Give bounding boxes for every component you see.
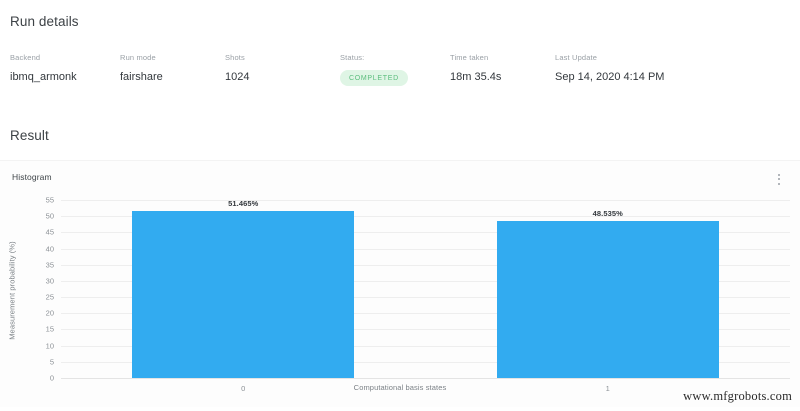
histogram-bar[interactable] (496, 220, 719, 378)
y-axis-tick-label: 0 (49, 373, 54, 383)
y-axis-tick-label: 20 (45, 308, 54, 318)
y-axis-tick-label: 10 (45, 341, 54, 351)
y-axis-tick-label: 30 (45, 276, 54, 286)
gridline (61, 200, 790, 201)
meta-label-run-mode: Run mode (120, 53, 156, 62)
gridline (61, 232, 790, 234)
gridline (61, 248, 790, 250)
meta-label-backend: Backend (10, 53, 41, 62)
result-section-header: Result (0, 128, 800, 143)
status-badge: COMPLETED (340, 70, 408, 86)
y-axis-tick-label: 50 (45, 211, 54, 221)
gridline (61, 378, 790, 379)
histogram-plot: Measurement probability (%) Computationa… (0, 161, 800, 407)
meta-label-last-update: Last Update (555, 53, 598, 62)
result-title: Result (10, 128, 49, 143)
gridline (61, 345, 790, 347)
gridline (61, 264, 790, 266)
gridline (61, 329, 790, 331)
y-axis-tick-label: 35 (45, 260, 54, 270)
meta-value-run-mode: fairshare (120, 71, 163, 83)
y-axis-title: Measurement probability (%) (7, 241, 17, 340)
meta-field-time-taken: Time taken 18m 35.4s (450, 53, 555, 84)
gridline (61, 280, 790, 282)
meta-label-status: Status: (340, 53, 365, 62)
meta-label-shots: Shots (225, 53, 245, 62)
meta-value-backend: ibmq_armonk (10, 71, 77, 83)
watermark: www.mfgrobots.com (683, 389, 792, 403)
run-details-meta-row: Backend ibmq_armonk Run mode fairshare S… (10, 53, 800, 86)
gridline (61, 361, 790, 363)
meta-field-last-update: Last Update Sep 14, 2020 4:14 PM (555, 53, 755, 84)
meta-field-shots: Shots 1024 (225, 53, 340, 84)
meta-field-run-mode: Run mode fairshare (120, 53, 225, 84)
bar-value-label: 48.535% (592, 208, 623, 218)
y-axis-tick-label: 55 (45, 195, 54, 205)
page-title: Run details (10, 14, 79, 29)
kebab-menu-icon[interactable] (772, 169, 786, 189)
y-axis-tick-label: 25 (45, 292, 54, 302)
histogram-bar[interactable] (132, 211, 355, 378)
gridline (61, 216, 790, 218)
x-axis-title: Computational basis states (353, 383, 447, 392)
meta-value-time-taken: 18m 35.4s (450, 71, 502, 83)
histogram-card: Histogram Measurement probability (%) Co… (0, 160, 800, 407)
histogram-card-title: Histogram (12, 172, 52, 182)
meta-value-shots: 1024 (225, 71, 250, 83)
run-details-section: Run details Backend ibmq_armonk Run mode… (0, 0, 800, 86)
y-axis-tick-label: 15 (45, 324, 54, 334)
x-axis-tick-label: 0 (241, 384, 246, 393)
meta-field-backend: Backend ibmq_armonk (10, 53, 120, 84)
y-axis-tick-label: 5 (49, 357, 54, 367)
meta-label-time-taken: Time taken (450, 53, 489, 62)
x-axis-tick-label: 1 (605, 384, 610, 393)
meta-field-status: Status: COMPLETED (340, 53, 450, 86)
bar-value-label: 51.465% (228, 199, 259, 209)
y-axis-tick-label: 40 (45, 244, 54, 254)
gridline (61, 313, 790, 315)
y-axis-tick-label: 45 (45, 227, 54, 237)
gridline (61, 297, 790, 299)
meta-value-last-update: Sep 14, 2020 4:14 PM (555, 71, 665, 83)
